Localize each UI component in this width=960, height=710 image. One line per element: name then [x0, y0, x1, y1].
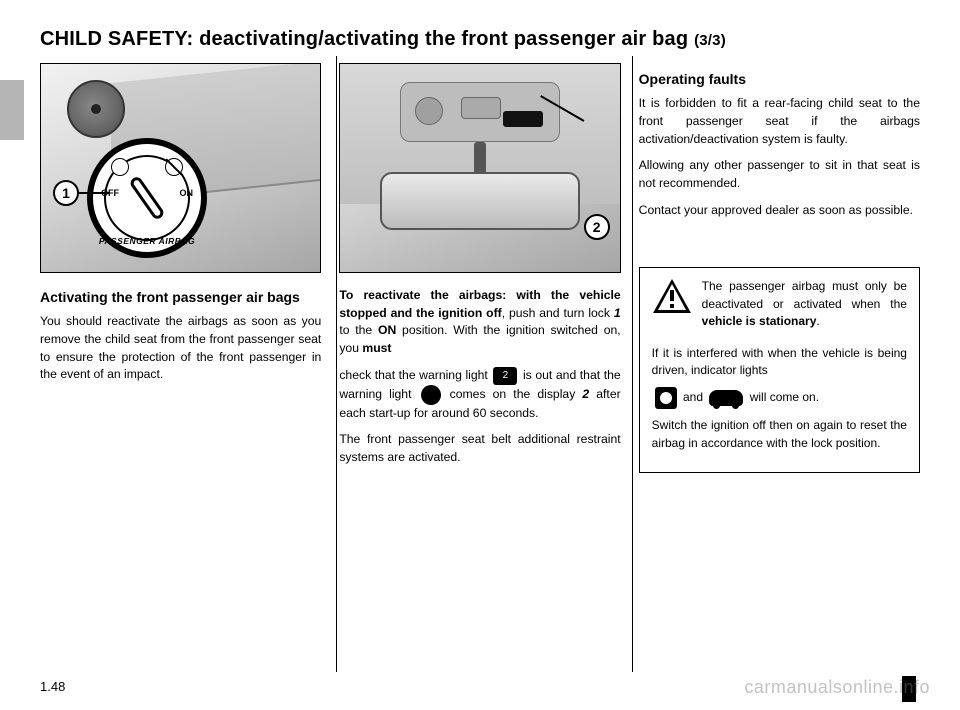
- dial-arc-label: PASSENGER AIRBAG: [92, 236, 202, 246]
- figure-1: 35558 OFF ON PASSENGER AIRBAG 1: [40, 63, 321, 273]
- column-divider: [336, 56, 337, 672]
- column-3: Operating faults It is forbidden to fit …: [639, 63, 920, 476]
- car-icon: [709, 390, 743, 406]
- column-1: 35558 OFF ON PASSENGER AIRBAG 1 Activati…: [40, 63, 321, 476]
- col2-p3: The front passenger seat belt additional…: [339, 431, 620, 466]
- col1-text: Activating the front passenger air bags …: [40, 287, 321, 384]
- dial-on-label: ON: [180, 188, 194, 198]
- warning-p2: If it is interfered with when the vehicl…: [652, 345, 907, 380]
- dial-symbol-right: [165, 158, 183, 176]
- col1-heading: Activating the front passenger air bags: [40, 287, 321, 307]
- col1-p1: You should reactivate the airbags as soo…: [40, 313, 321, 384]
- warning-p4: Switch the ignition off then on again to…: [652, 417, 907, 452]
- airbag-on-icon: [421, 385, 441, 405]
- callout-2: 2: [584, 214, 610, 240]
- console-button: [461, 97, 501, 119]
- col2-p1: To reactivate the airbags: with the vehi…: [339, 287, 620, 358]
- title-main: CHILD SAFETY: deactivating/activating th…: [40, 28, 694, 50]
- col2-text: To reactivate the airbags: with the vehi…: [339, 287, 620, 467]
- callout-line: [77, 192, 109, 194]
- console-display: [503, 111, 543, 127]
- col3-p1: It is forbidden to fit a rear-facing chi…: [639, 95, 920, 148]
- airbag-dial: OFF ON PASSENGER AIRBAG: [87, 138, 207, 258]
- content-columns: 35558 OFF ON PASSENGER AIRBAG 1 Activati…: [40, 63, 920, 476]
- air-vent-shape: [67, 80, 125, 138]
- warning-triangle-icon: [652, 278, 692, 314]
- dial-symbol-left: [111, 158, 129, 176]
- column-divider: [632, 56, 633, 672]
- page-title: CHILD SAFETY: deactivating/activating th…: [40, 28, 920, 51]
- seat-icon: [655, 387, 677, 409]
- col3-p2: Allowing any other passenger to sit in t…: [639, 157, 920, 192]
- col3-p3: Contact your approved dealer as soon as …: [639, 202, 920, 220]
- warning-box: The passenger airbag must only be deacti…: [639, 267, 920, 473]
- manual-page: CHILD SAFETY: deactivating/activating th…: [0, 0, 960, 710]
- callout-1: 1: [53, 180, 79, 206]
- section-tab: [0, 80, 24, 140]
- title-sub: (3/3): [694, 32, 726, 49]
- airbag-off-icon: 2: [493, 367, 517, 385]
- figure-2: 35559 2: [339, 63, 620, 273]
- page-number: 1.48: [40, 679, 65, 694]
- col3-heading: Operating faults: [639, 69, 920, 89]
- col3-text: Operating faults It is forbidden to fit …: [639, 69, 920, 219]
- watermark: carmanualsonline.info: [744, 677, 930, 698]
- warning-p1: The passenger airbag must only be deacti…: [702, 278, 907, 330]
- warning-p3: and will come on.: [652, 387, 907, 409]
- console-button: [415, 97, 443, 125]
- overhead-console: [400, 82, 560, 142]
- col2-p2: check that the warning light 2 is out an…: [339, 367, 620, 423]
- warning-head: The passenger airbag must only be deacti…: [652, 278, 907, 338]
- rearview-mirror: [380, 172, 580, 230]
- column-2: 35559 2 To reactivate the airbags: with …: [339, 63, 620, 476]
